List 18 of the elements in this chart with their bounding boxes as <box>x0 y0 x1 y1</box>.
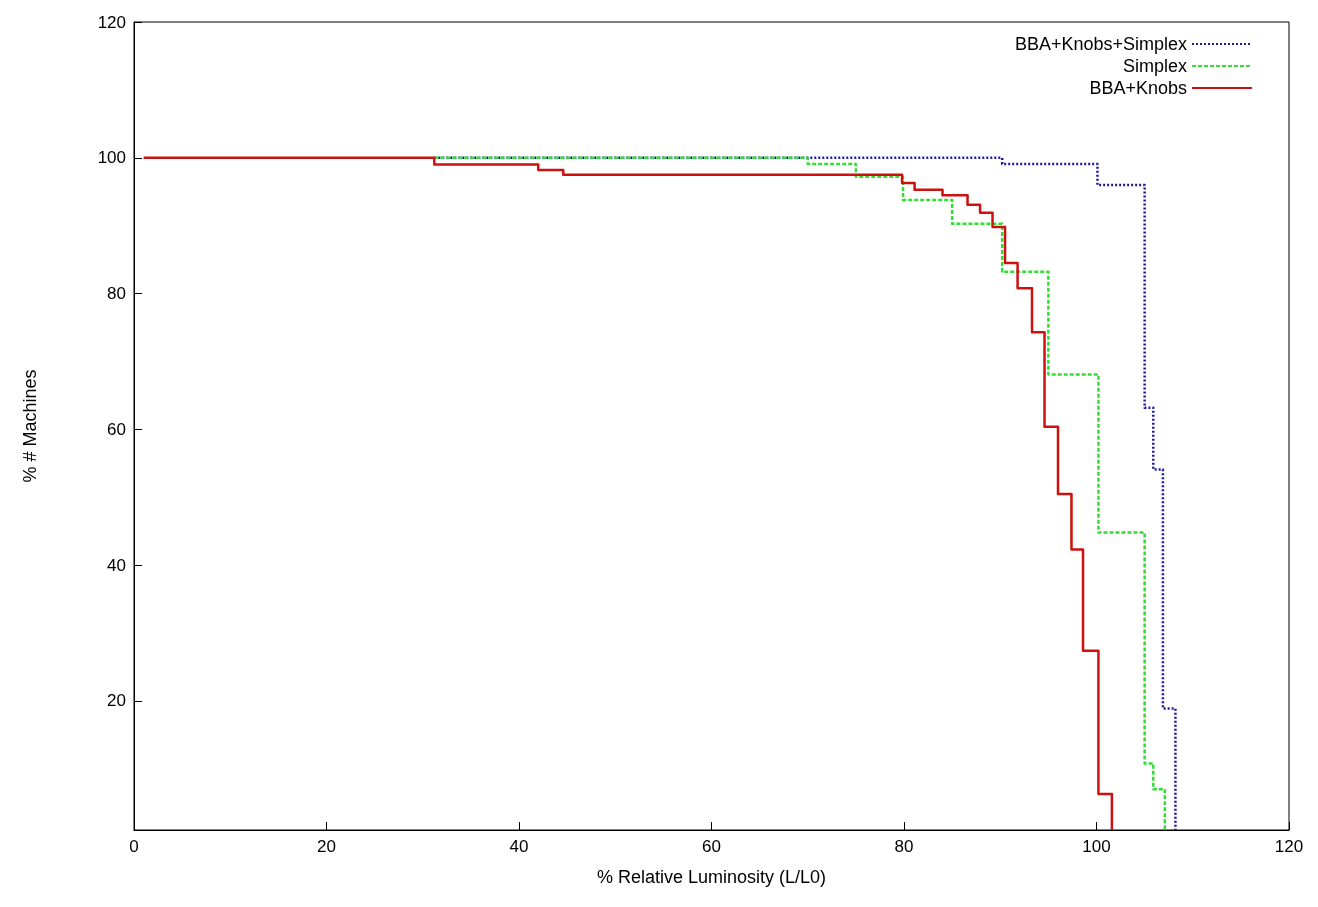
x-tick-label: 100 <box>1082 837 1111 856</box>
legend-label: BBA+Knobs+Simplex <box>1014 34 1187 54</box>
x-tick-label: 20 <box>317 837 336 856</box>
y-axis-title: % # Machines <box>20 369 40 483</box>
legend-label: BBA+Knobs <box>1089 78 1187 98</box>
x-tick-label: 60 <box>702 837 721 856</box>
x-axis-title: % Relative Luminosity (L/L0) <box>596 867 827 887</box>
y-tick-label: 100 <box>97 148 126 168</box>
y-tick-label: 40 <box>107 555 126 575</box>
y-tick-label: 20 <box>107 691 126 711</box>
x-tick-label: 80 <box>894 837 914 856</box>
y-tick-label: 80 <box>107 284 126 304</box>
x-tick-label: 120 <box>1274 837 1304 856</box>
x-tick-label: 40 <box>509 837 529 856</box>
legend-label: Simplex <box>1122 56 1187 76</box>
y-tick-label: 120 <box>97 12 126 32</box>
y-tick-label: 60 <box>107 419 126 439</box>
x-tick-label: 0 <box>129 837 139 856</box>
